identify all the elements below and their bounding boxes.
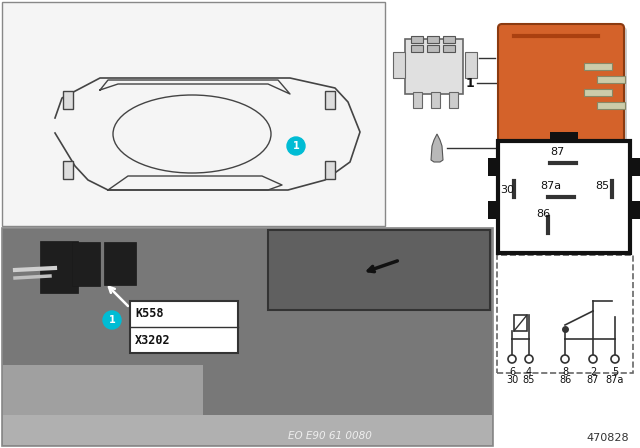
Text: 2: 2 (498, 52, 507, 65)
Bar (2, 2, 385, 226)
Text: 85: 85 (595, 181, 609, 191)
Bar (40, 241, 78, 293)
Circle shape (611, 355, 619, 363)
Bar (3, 415, 492, 445)
Bar (630, 201, 640, 219)
Bar (597, 102, 625, 109)
Bar (584, 89, 612, 96)
Text: 6: 6 (509, 367, 515, 377)
Text: 1: 1 (465, 77, 474, 90)
Text: 8: 8 (562, 367, 568, 377)
Circle shape (103, 311, 121, 329)
Circle shape (508, 355, 516, 363)
Bar (72, 242, 100, 286)
Bar (431, 92, 440, 108)
Text: 86: 86 (559, 375, 571, 385)
Circle shape (287, 137, 305, 155)
Bar (2, 228, 493, 446)
Text: 470828: 470828 (587, 433, 629, 443)
Polygon shape (431, 134, 443, 162)
Text: 87: 87 (550, 147, 564, 157)
Circle shape (525, 355, 533, 363)
Bar (498, 141, 630, 253)
Bar (3, 229, 492, 445)
Bar (584, 63, 612, 70)
Text: 5: 5 (612, 367, 618, 377)
Bar (3, 365, 203, 445)
Text: 87: 87 (587, 375, 599, 385)
Text: 87a: 87a (606, 375, 624, 385)
Text: 87a: 87a (540, 181, 561, 191)
FancyBboxPatch shape (498, 24, 624, 142)
Text: 3: 3 (498, 142, 507, 155)
Bar (630, 158, 640, 176)
Bar (393, 52, 405, 78)
FancyBboxPatch shape (501, 27, 627, 145)
Text: 1: 1 (292, 141, 300, 151)
Bar (63, 91, 73, 109)
Text: 30: 30 (506, 375, 518, 385)
Text: 4: 4 (526, 367, 532, 377)
Bar (268, 230, 490, 310)
Bar (597, 76, 625, 83)
Bar (411, 45, 423, 52)
Circle shape (589, 355, 597, 363)
Text: 30: 30 (500, 185, 514, 195)
Bar (497, 255, 633, 373)
Bar (443, 36, 455, 43)
Text: 1: 1 (109, 315, 115, 325)
Bar (405, 39, 463, 94)
Bar (413, 92, 422, 108)
Bar (465, 52, 477, 78)
Bar (498, 141, 630, 253)
Text: 85: 85 (523, 375, 535, 385)
Text: X3202: X3202 (135, 333, 171, 346)
Text: 2: 2 (590, 367, 596, 377)
Text: EO E90 61 0080: EO E90 61 0080 (288, 431, 372, 441)
Text: K558: K558 (135, 306, 163, 319)
Text: 86: 86 (536, 209, 550, 219)
Bar (514, 315, 527, 331)
Bar (63, 161, 73, 179)
Bar (130, 301, 238, 353)
Bar (427, 36, 439, 43)
Bar (411, 36, 423, 43)
Bar (104, 242, 136, 285)
Bar (443, 45, 455, 52)
Bar (550, 132, 578, 141)
Bar (449, 92, 458, 108)
Circle shape (561, 355, 569, 363)
Bar (325, 91, 335, 109)
Bar (488, 201, 498, 219)
Bar (325, 161, 335, 179)
Bar (488, 158, 498, 176)
Bar (427, 45, 439, 52)
